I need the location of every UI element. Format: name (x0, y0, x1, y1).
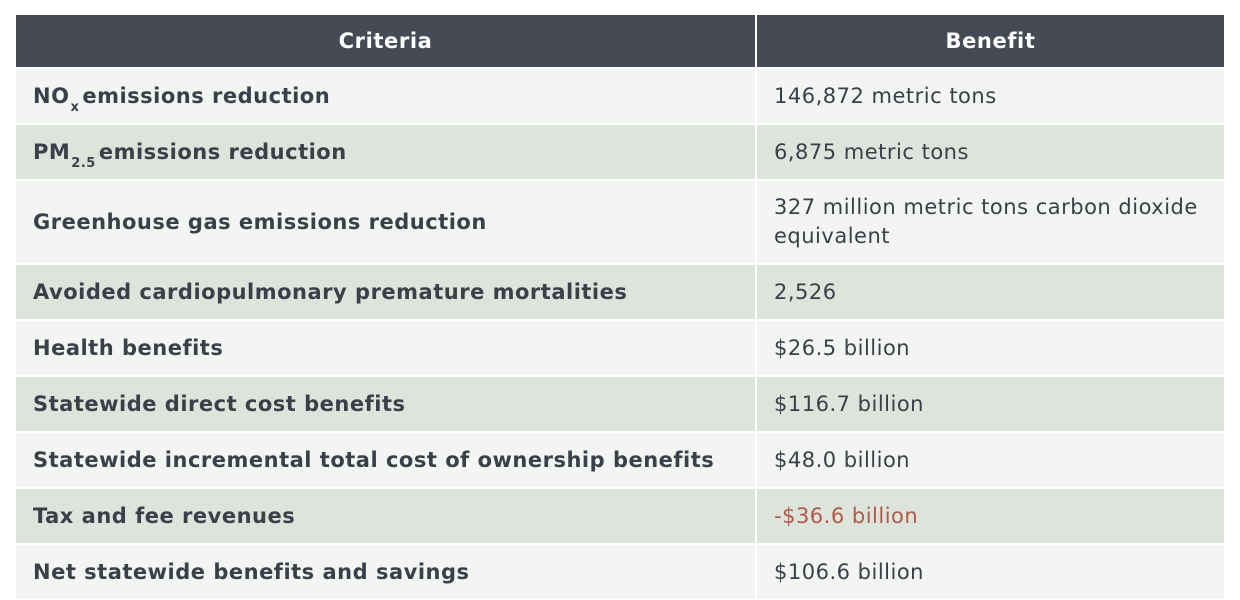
table-row: Tax and fee revenues -$36.6 billion (16, 487, 1224, 544)
table-header: Criteria Benefit (16, 15, 1224, 68)
criteria-rest-text: emissions reduction (98, 140, 347, 164)
benefit-cell: $26.5 billion (755, 319, 1224, 376)
criteria-column-header: Criteria (16, 15, 756, 68)
criteria-cell: Net statewide benefits and savings (16, 543, 756, 599)
criteria-main-text: PM (33, 140, 71, 164)
benefit-cell: $48.0 billion (755, 431, 1224, 488)
benefit-cell: $116.7 billion (755, 375, 1224, 432)
table-row: Statewide incremental total cost of owne… (16, 431, 1224, 488)
benefit-cell: 327 million metric tons carbon dioxide e… (755, 179, 1224, 264)
criteria-rest-text: emissions reduction (82, 84, 331, 108)
benefit-column-header: Benefit (755, 15, 1224, 68)
criteria-subscript: x (70, 100, 80, 115)
criteria-cell: Statewide direct cost benefits (16, 375, 756, 432)
benefit-cell: $106.6 billion (755, 543, 1224, 599)
criteria-cell: PM2.5 emissions reduction (16, 123, 756, 180)
criteria-main-text: NO (33, 84, 70, 108)
table-row: PM2.5 emissions reduction 6,875 metric to… (16, 123, 1224, 180)
benefit-cell: 146,872 metric tons (755, 67, 1224, 124)
criteria-cell: Statewide incremental total cost of owne… (16, 431, 756, 488)
benefit-cell: 2,526 (755, 263, 1224, 320)
benefits-table: Criteria Benefit NOx emissions reduction … (16, 15, 1224, 599)
benefit-cell-negative: -$36.6 billion (755, 487, 1224, 544)
criteria-cell: Tax and fee revenues (16, 487, 756, 544)
table-body: NOx emissions reduction 146,872 metric to… (16, 67, 1224, 599)
table-row: Avoided cardiopulmonary premature mortal… (16, 263, 1224, 320)
criteria-cell: NOx emissions reduction (16, 67, 756, 124)
table-row: Net statewide benefits and savings $106.… (16, 543, 1224, 599)
table-row: Greenhouse gas emissions reduction 327 m… (16, 179, 1224, 264)
table-row: NOx emissions reduction 146,872 metric to… (16, 67, 1224, 124)
header-row: Criteria Benefit (16, 15, 1224, 68)
benefits-table-container: Criteria Benefit NOx emissions reduction … (16, 15, 1224, 599)
table-row: Health benefits $26.5 billion (16, 319, 1224, 376)
criteria-cell: Health benefits (16, 319, 756, 376)
criteria-subscript: 2.5 (71, 156, 96, 171)
table-row: Statewide direct cost benefits $116.7 bi… (16, 375, 1224, 432)
benefit-cell: 6,875 metric tons (755, 123, 1224, 180)
criteria-cell: Avoided cardiopulmonary premature mortal… (16, 263, 756, 320)
criteria-cell: Greenhouse gas emissions reduction (16, 179, 756, 264)
